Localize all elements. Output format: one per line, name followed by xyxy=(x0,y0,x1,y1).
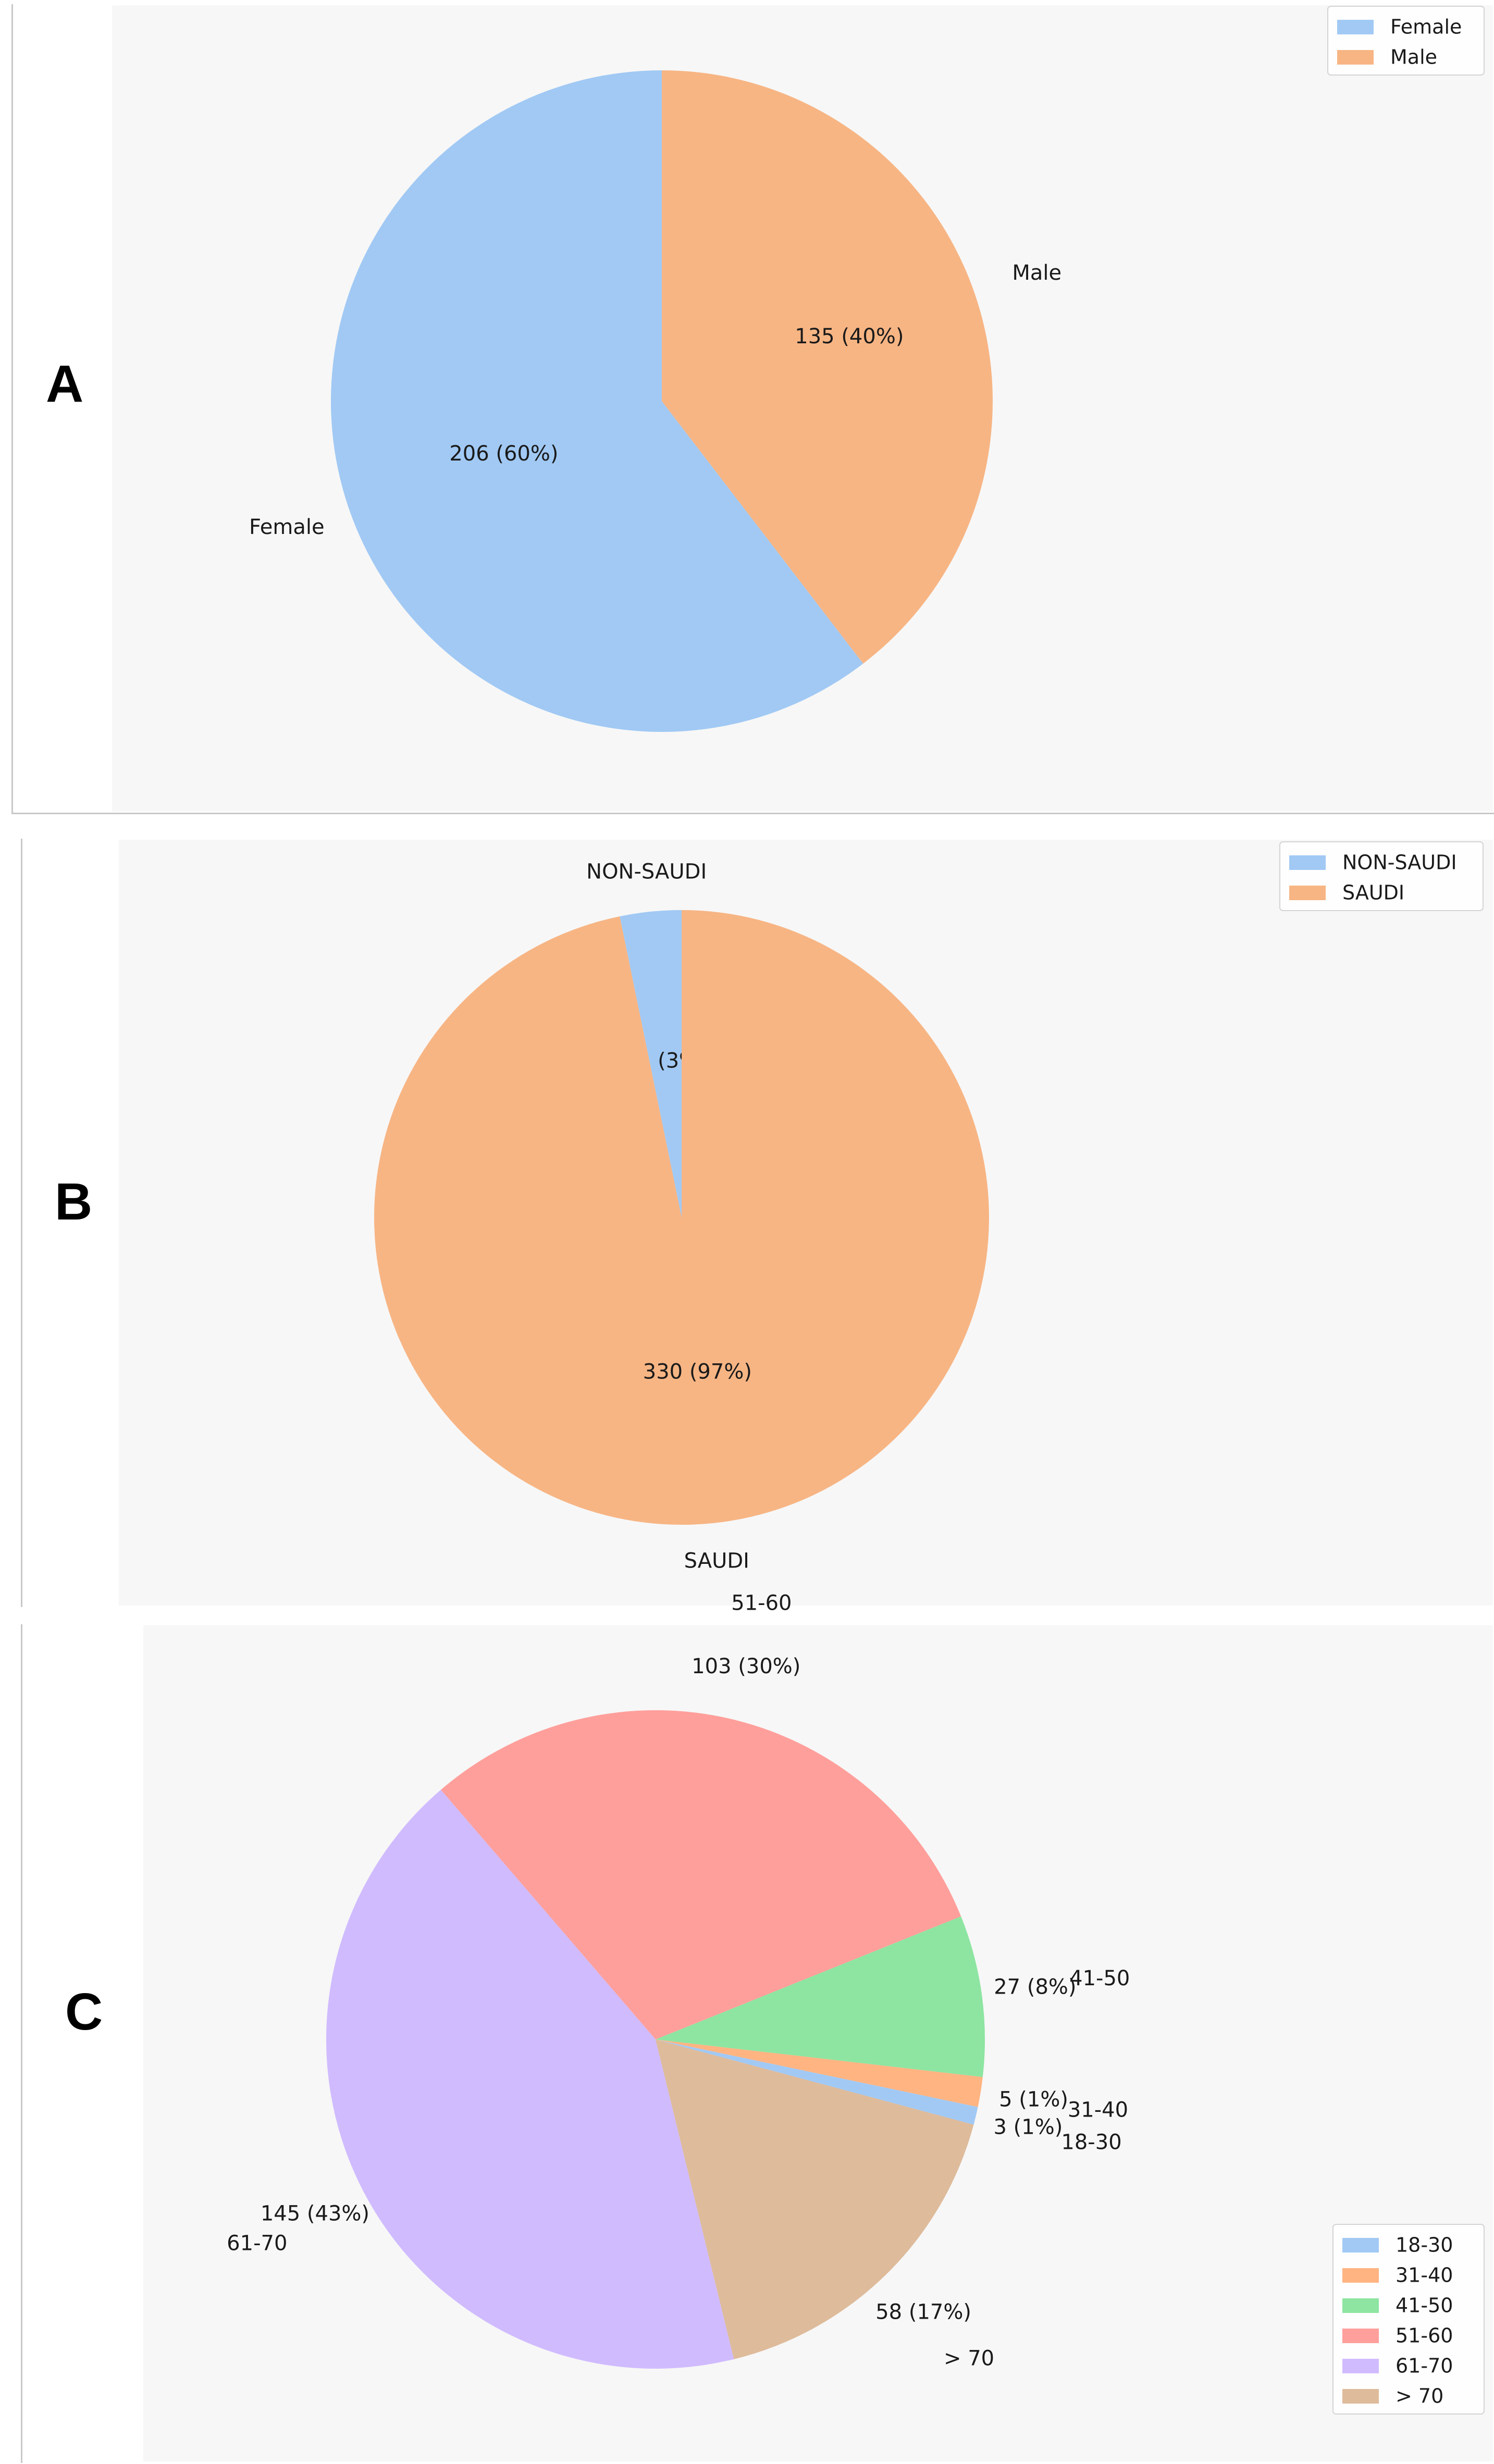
data-label-51-60: 103 (30%) xyxy=(692,1654,800,1678)
category-label-61-70: 61-70 xyxy=(227,2231,287,2255)
pie-slice-female xyxy=(330,70,863,732)
legend-swatch-61-70 xyxy=(1342,2359,1379,2373)
legend: 18-30 31-40 41-50 51-60 61-70 > 70 xyxy=(1332,2224,1485,2415)
legend: Female Male xyxy=(1327,6,1485,76)
category-label-non-saudi: NON-SAUDI xyxy=(586,860,707,883)
legend-swatch-saudi xyxy=(1289,886,1326,900)
panel-c: C 3 (1%) 18-30 5 (1%) 31-40 27 (8%) 41-50 103 … xyxy=(0,1591,1494,2464)
legend-swatch-18-30 xyxy=(1342,2238,1379,2253)
legend-label-51-60: 51-60 xyxy=(1396,2324,1453,2347)
category-label-18-30: 18-30 xyxy=(1061,2131,1121,2155)
pie-slice-61-70 xyxy=(326,1789,734,2369)
legend-swatch-non-saudi xyxy=(1289,855,1326,870)
legend-swatch-51-60 xyxy=(1342,2329,1379,2343)
legend-box xyxy=(1279,841,1484,911)
pie-slice-41-50 xyxy=(656,1916,985,2077)
panel-b-letter: B xyxy=(55,1173,93,1231)
data-label-18-30: 3 (1%) xyxy=(994,2115,1063,2139)
data-label-saudi: 330 (97%) xyxy=(643,1360,752,1384)
category-label-male: Male xyxy=(1012,261,1061,285)
category-label-saudi: SAUDI xyxy=(684,1549,749,1573)
pie-chart-a: 206 (60%) Female 135 (40%) Male Female Male xyxy=(249,6,1485,732)
legend-label-saudi: SAUDI xyxy=(1342,881,1404,904)
panel-b-left-border xyxy=(21,839,22,1607)
category-label-female: Female xyxy=(249,515,325,539)
panel-a-letter: A xyxy=(46,355,84,413)
legend-label-31-40: 31-40 xyxy=(1396,2264,1453,2287)
pie-slice-31-40 xyxy=(656,2039,983,2107)
category-label-31-40: 31-40 xyxy=(1068,2098,1128,2122)
panel-c-letter: C xyxy=(65,1983,103,2041)
pie-slice-70 xyxy=(656,2039,974,2359)
data-label-male: 135 (40%) xyxy=(795,325,904,349)
legend-swatch-41-50 xyxy=(1342,2298,1379,2313)
panel-c-left-border xyxy=(21,1624,22,2463)
legend-label-18-30: 18-30 xyxy=(1396,2234,1453,2257)
legend-label-non-saudi: NON-SAUDI xyxy=(1342,851,1457,874)
data-label-70: 58 (17%) xyxy=(875,2300,971,2324)
legend-label-41-50: 41-50 xyxy=(1396,2294,1453,2317)
panel-a-bottom-border xyxy=(11,813,1494,814)
category-label-41-50: 41-50 xyxy=(1069,1967,1130,1990)
legend-label-70: > 70 xyxy=(1396,2385,1443,2408)
legend-label-61-70: 61-70 xyxy=(1396,2355,1453,2378)
data-label-female: 206 (60%) xyxy=(449,442,558,466)
data-label-41-50: 27 (8%) xyxy=(994,1975,1076,1999)
data-label-31-40: 5 (1%) xyxy=(999,2087,1068,2111)
pie-slice-non-saudi xyxy=(620,910,682,1217)
category-label-51-60: 51-60 xyxy=(731,1591,792,1615)
legend-swatch-70 xyxy=(1342,2389,1379,2404)
pie-slice-saudi xyxy=(374,910,990,1525)
legend-swatch-31-40 xyxy=(1342,2268,1379,2283)
pie-slice-51-60 xyxy=(440,1710,961,2039)
legend-swatch-female xyxy=(1337,20,1374,34)
legend-label-female: Female xyxy=(1390,16,1462,39)
data-label-61-70: 145 (43%) xyxy=(261,2201,369,2225)
category-label-70: > 70 xyxy=(944,2347,994,2371)
panel-a-left-border xyxy=(11,4,13,813)
panel-b: B 11 (3%) NON-SAUDI 330 (97%) SAUDI NON-SAUD… xyxy=(0,833,1494,1610)
pie-slice-male xyxy=(662,70,993,664)
pie-slice-18-30 xyxy=(656,2039,978,2125)
legend-swatch-male xyxy=(1337,50,1374,65)
legend: NON-SAUDI SAUDI xyxy=(1279,841,1484,911)
legend-label-male: Male xyxy=(1390,46,1437,69)
panel-a: A 206 (60%) Female 135 (40%) Male Female Male xyxy=(0,0,1494,816)
